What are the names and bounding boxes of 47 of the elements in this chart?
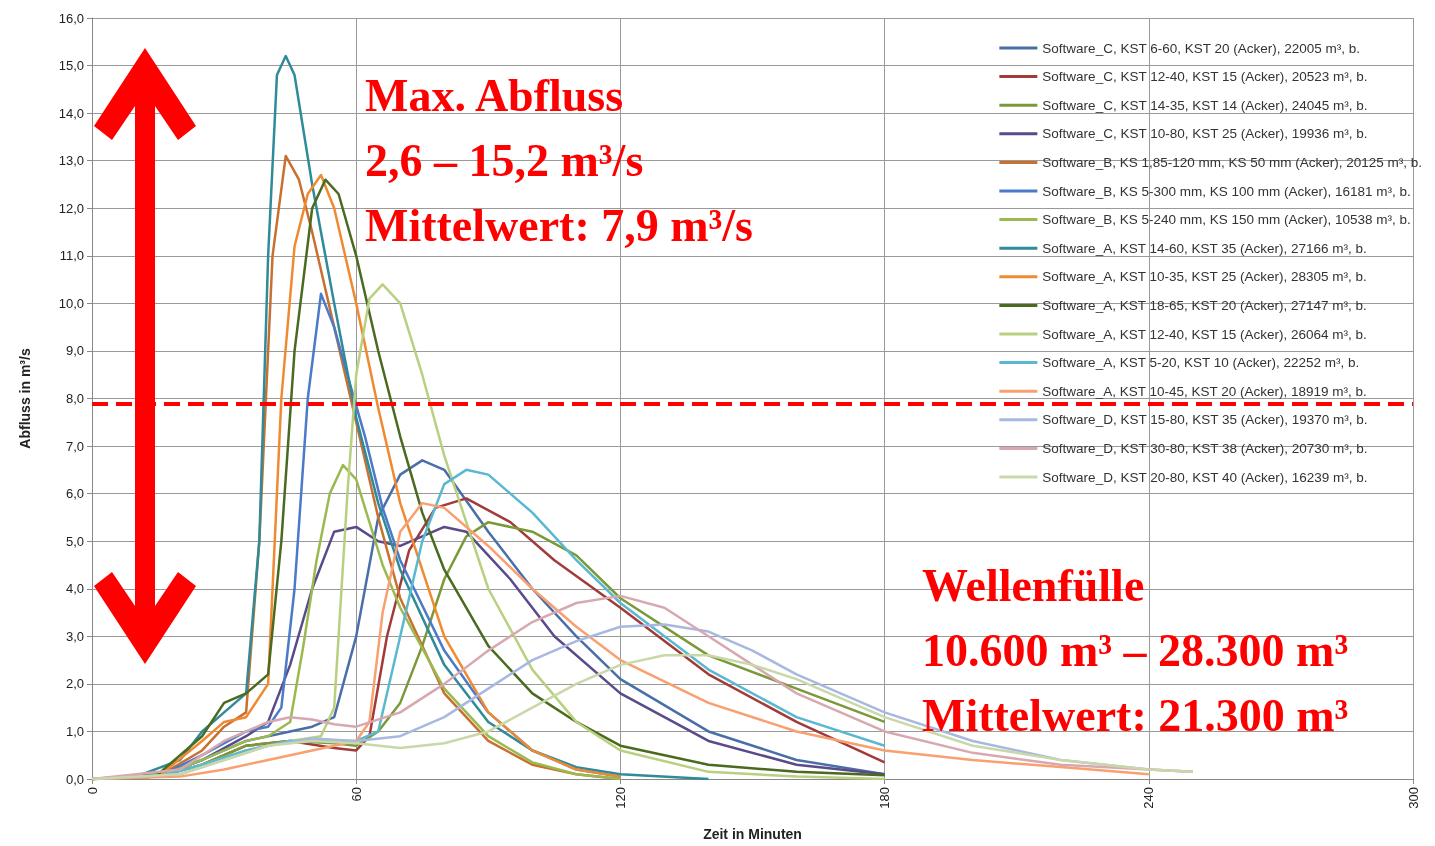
legend-label: Software_A, KST 10-45, KST 20 (Acker), 18919 m³, b.	[1042, 383, 1367, 399]
legend-label: Software_A, KST 12-40, KST 15 (Acker), 26064 m³, b.	[1042, 326, 1367, 342]
legend-label: Software_C, KST 10-80, KST 25 (Acker), 19936 m³, b.	[1042, 126, 1368, 142]
legend-label: Software_A, KST 10-35, KST 25 (Acker), 28305 m³, b.	[1042, 269, 1367, 285]
y-tick-label: 10,0	[58, 295, 84, 311]
x-axis-title: Zeit in Minuten	[703, 826, 802, 842]
legend-label: Software_C, KST 12-40, KST 15 (Acker), 20523 m³, b.	[1042, 69, 1368, 85]
y-tick-label: 1,0	[65, 723, 84, 739]
annotation: Wellenfülle	[922, 559, 1145, 611]
annotation: Max. Abfluss	[365, 69, 624, 121]
x-tick-label: 60	[348, 787, 364, 802]
legend-label: Software_A, KST 14-60, KST 35 (Acker), 27166 m³, b.	[1042, 240, 1367, 256]
legend-label: Software_C, KST 14-35, KST 14 (Acker), 24045 m³, b.	[1042, 97, 1368, 113]
y-tick-label: 0,0	[65, 771, 84, 787]
legend-label: Software_B, KS 5-240 mm, KS 150 mm (Acker), 10538 m³, b.	[1042, 212, 1411, 228]
y-tick-label: 12,0	[58, 200, 84, 216]
legend-label: Software_C, KST 6-60, KST 20 (Acker), 22005 m³, b.	[1042, 40, 1360, 56]
y-tick-label: 13,0	[58, 153, 84, 169]
y-tick-label: 8,0	[65, 391, 84, 406]
y-tick-label: 3,0	[65, 628, 84, 644]
x-tick-label: 180	[877, 787, 893, 809]
annotation: Mittelwert: 21.300 m³	[922, 689, 1349, 741]
x-tick-label: 120	[612, 787, 628, 809]
legend-label: Software_A, KST 18-65, KST 20 (Acker), 27147 m³, b.	[1042, 297, 1367, 313]
y-tick-label: 5,0	[65, 533, 84, 549]
legend-label: Software_B, KS 5-300 mm, KS 100 mm (Acker), 16181 m³, b.	[1042, 183, 1411, 199]
annotation: 2,6 – 15,2 m³/s	[365, 134, 644, 186]
x-tick-label: 0	[84, 787, 100, 795]
y-tick-label: 14,0	[58, 105, 84, 121]
legend-label: Software_D, KST 20-80, KST 40 (Acker), 16239 m³, b.	[1042, 469, 1368, 485]
y-tick-label: 15,0	[58, 58, 84, 74]
x-tick-label: 300	[1405, 787, 1421, 809]
y-tick-label: 2,0	[65, 676, 84, 692]
legend-label: Software_A, KST 5-20, KST 10 (Acker), 22252 m³, b.	[1042, 355, 1360, 371]
y-tick-label: 9,0	[65, 343, 84, 359]
y-axis-title: Abfluss in m³/s	[17, 348, 33, 449]
annotation: Mittelwert: 7,9 m³/s	[365, 199, 754, 251]
x-tick-label: 240	[1141, 787, 1157, 809]
y-tick-label: 16,0	[58, 10, 84, 26]
annotation: 10.600 m³ – 28.300 m³	[922, 624, 1349, 676]
y-tick-label: 7,0	[65, 438, 84, 454]
legend-label: Software_B, KS 1,85-120 mm, KS 50 mm (Acker), 20125 m³, b.	[1042, 154, 1423, 170]
legend-label: Software_D, KST 30-80, KST 38 (Acker), 20730 m³, b.	[1042, 440, 1368, 456]
y-tick-label: 11,0	[59, 248, 84, 264]
y-tick-label: 4,0	[65, 581, 84, 597]
y-tick-label: 6,0	[65, 486, 84, 502]
legend-label: Software_D, KST 15-80, KST 35 (Acker), 19370 m³, b.	[1042, 412, 1368, 428]
